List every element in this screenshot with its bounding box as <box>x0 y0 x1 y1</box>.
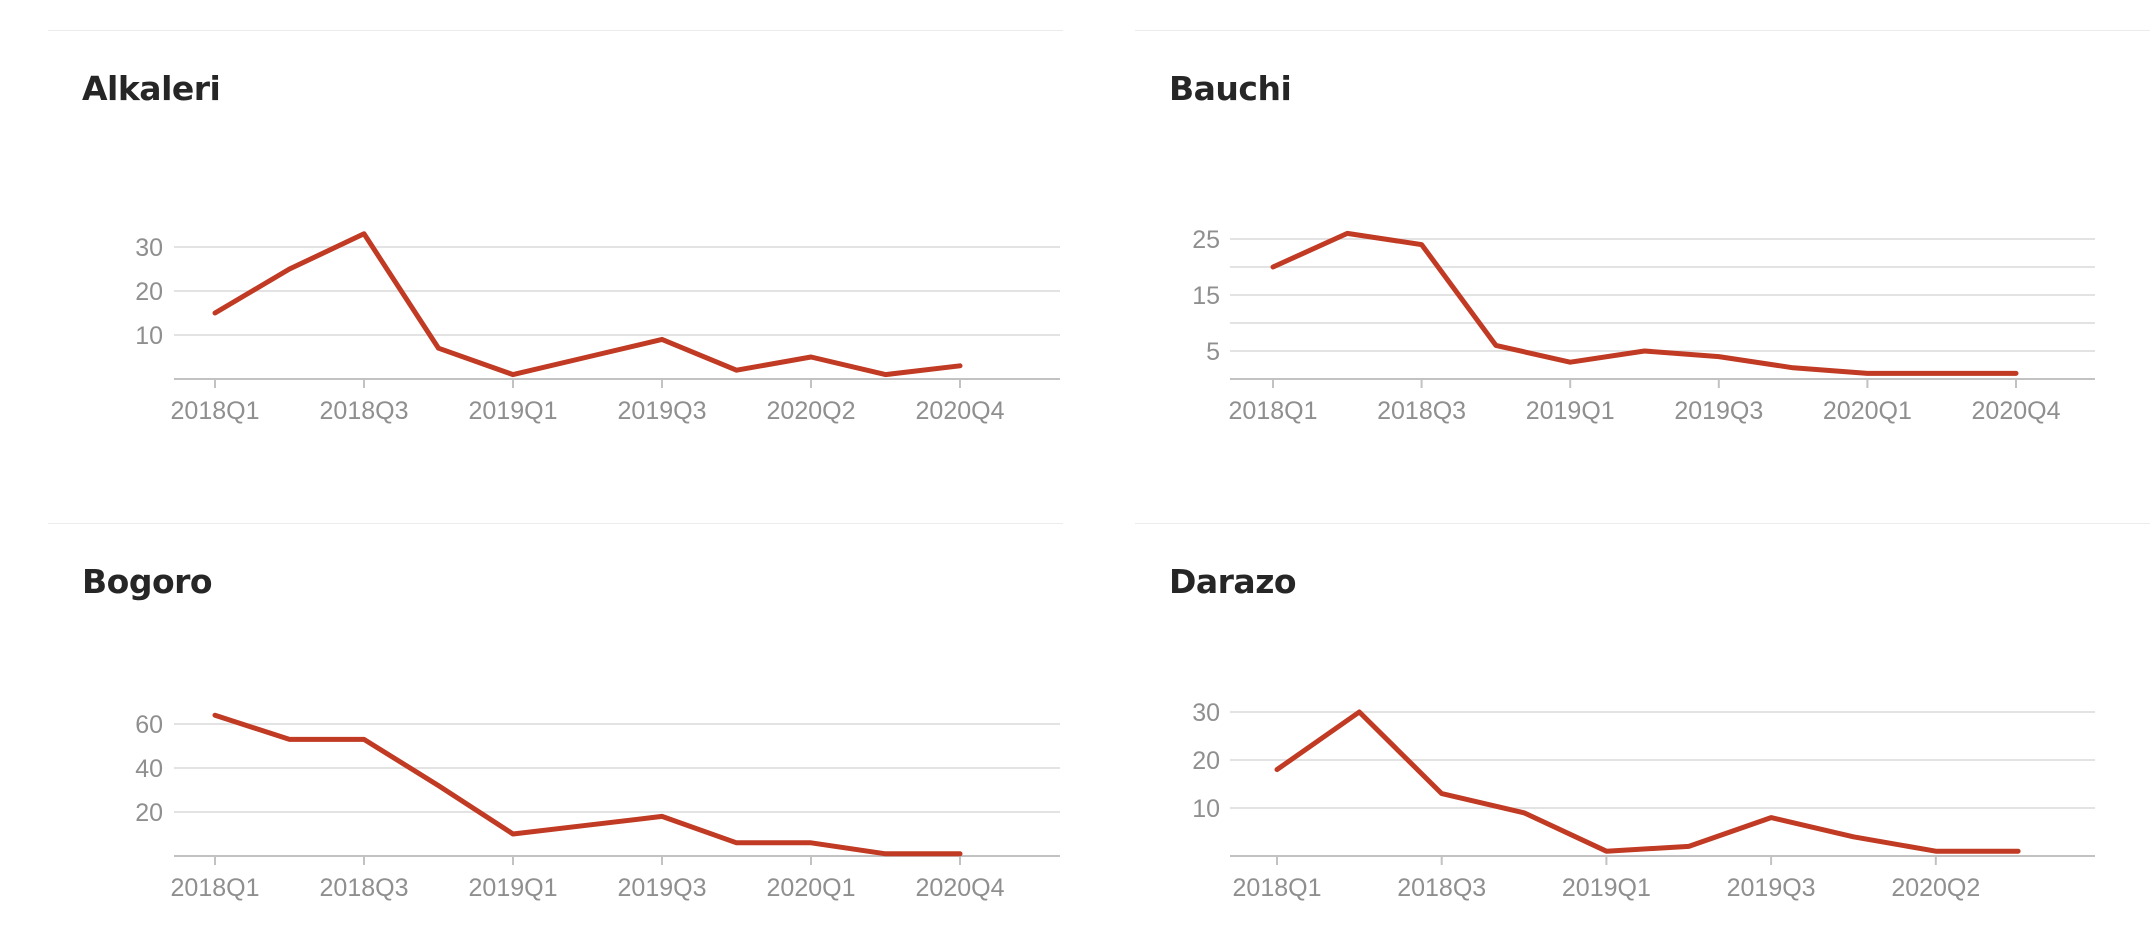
x-tick-label: 2019Q3 <box>618 397 707 425</box>
x-tick-label: 2018Q1 <box>1233 874 1322 902</box>
y-axis-label: 10 <box>1192 795 1220 823</box>
chart-title: Bauchi <box>1169 69 1292 108</box>
x-tick-label: 2018Q3 <box>1397 874 1486 902</box>
x-tick-label: 2018Q1 <box>1229 397 1318 425</box>
x-tick-label: 2020Q4 <box>916 397 1005 425</box>
line-chart-svg: 20 40 60 2018Q1 2018Q3 2019Q1 2019Q3 2020Q1 2020… <box>135 711 1060 902</box>
y-axis-label: 20 <box>135 799 163 827</box>
x-tick-label: 2018Q3 <box>1377 397 1466 425</box>
y-axis-label: 10 <box>135 322 163 350</box>
x-tick-label: 2018Q1 <box>171 397 260 425</box>
chart-panel-alkaleri: Alkaleri 10 20 30 2018Q1 2018Q3 2019Q1 2019Q3 2… <box>48 30 1063 523</box>
x-tick-label: 2019Q1 <box>469 874 558 902</box>
x-tick-label: 2020Q1 <box>1823 397 1912 425</box>
data-line <box>1274 709 2021 854</box>
x-tick-label: 2018Q3 <box>320 874 409 902</box>
x-tick-label: 2018Q3 <box>320 397 409 425</box>
y-axis-label: 30 <box>1192 699 1220 727</box>
x-tick-label: 2019Q3 <box>1727 874 1816 902</box>
y-axis-label: 15 <box>1192 282 1220 310</box>
data-line <box>212 712 963 857</box>
chart-panel-darazo: Darazo 10 20 30 2018Q1 2018Q3 2019Q1 2019Q3 202… <box>1135 523 2150 946</box>
x-tick-label: 2020Q4 <box>916 874 1005 902</box>
chart-title: Alkaleri <box>82 69 221 108</box>
x-tick-label: 2020Q4 <box>1972 397 2061 425</box>
x-tick-label: 2020Q2 <box>767 397 856 425</box>
x-tick-label: 2019Q3 <box>1674 397 1763 425</box>
y-axis-label: 20 <box>1192 747 1220 775</box>
x-tick-label: 2019Q1 <box>1526 397 1615 425</box>
y-axis-label: 30 <box>135 234 163 262</box>
x-tick-label: 2018Q1 <box>171 874 260 902</box>
x-tick-label: 2019Q1 <box>469 397 558 425</box>
y-axis-label: 20 <box>135 278 163 306</box>
chart-panel-bauchi: Bauchi 5 15 25 2018Q1 2018Q3 2019Q1 2019Q3 2020… <box>1135 30 2150 523</box>
x-tick-label: 2019Q1 <box>1562 874 1651 902</box>
chart-title: Darazo <box>1169 562 1297 601</box>
y-axis-label: 60 <box>135 711 163 739</box>
line-chart-svg: 10 20 30 2018Q1 2018Q3 2019Q1 2019Q3 2020Q2 <box>1192 699 2095 902</box>
chart-title: Bogoro <box>82 562 213 601</box>
data-line <box>1270 230 2019 376</box>
line-chart-svg: 5 15 25 2018Q1 2018Q3 2019Q1 2019Q3 2020Q1 2020Q… <box>1192 226 2095 425</box>
y-axis-label: 40 <box>135 755 163 783</box>
chart-panel-bogoro: Bogoro 20 40 60 2018Q1 2018Q3 2019Q1 2019Q3 202… <box>48 523 1063 946</box>
x-tick-label: 2020Q2 <box>1891 874 1980 902</box>
y-axis-label: 5 <box>1206 338 1220 366</box>
x-tick-label: 2019Q3 <box>618 874 707 902</box>
y-axis-label: 25 <box>1192 226 1220 254</box>
x-tick-label: 2020Q1 <box>767 874 856 902</box>
data-line <box>212 231 963 378</box>
line-chart-svg: 10 20 30 2018Q1 2018Q3 2019Q1 2019Q3 2020Q2 2020… <box>135 231 1060 425</box>
